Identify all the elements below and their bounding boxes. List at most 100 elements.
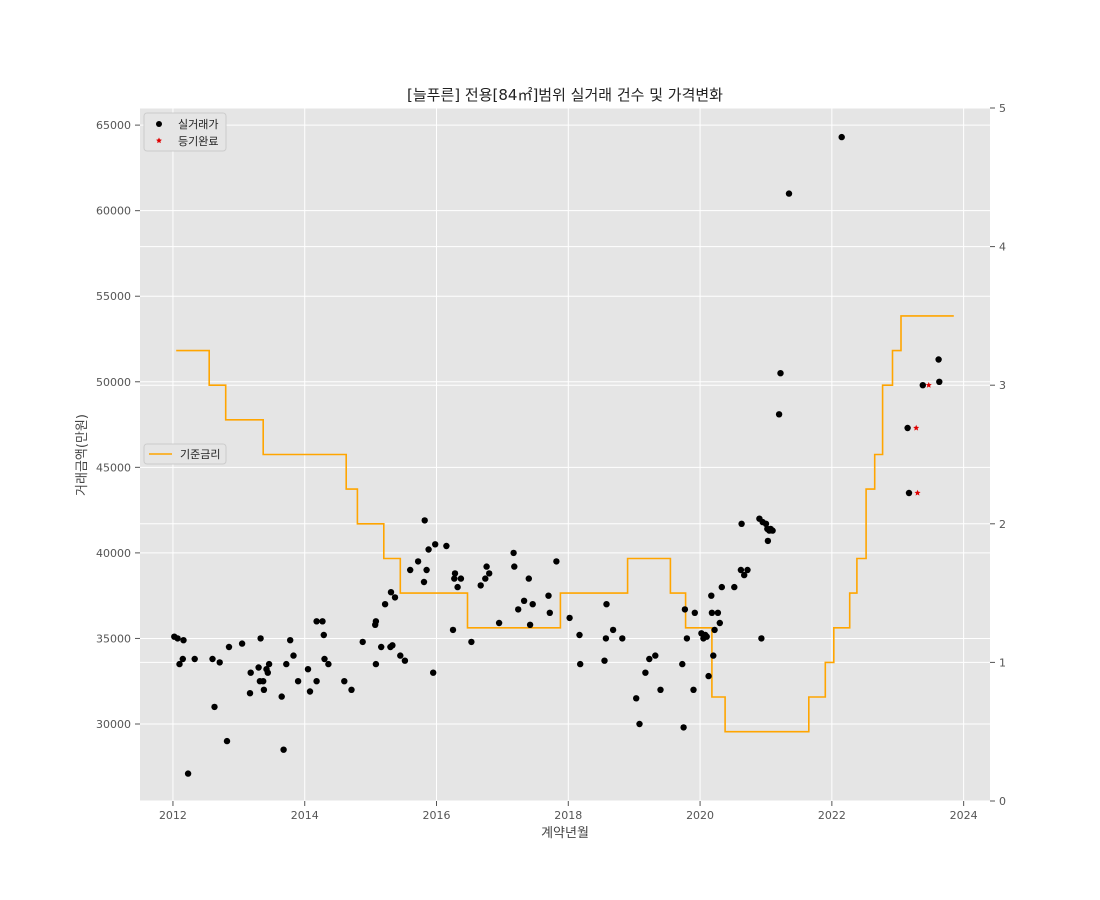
transaction-point — [290, 652, 297, 659]
transaction-point — [238, 640, 246, 647]
legend-top-box — [143, 112, 227, 152]
transaction-point — [708, 592, 715, 599]
transaction-point — [777, 370, 784, 377]
transaction-point — [681, 606, 689, 613]
transaction-point — [255, 664, 262, 671]
transaction-point — [703, 633, 710, 640]
transaction-point — [775, 411, 783, 418]
transaction-point — [636, 720, 643, 728]
chart-title: [늘푸른] 전용[84㎡]범위 실거래 건수 및 가격변화 — [407, 86, 723, 104]
transaction-point — [423, 566, 430, 574]
transaction-point — [372, 618, 380, 625]
transaction-point — [683, 635, 691, 642]
transaction-point — [515, 606, 522, 613]
transaction-point — [785, 190, 793, 197]
transaction-point — [758, 635, 765, 642]
transaction-point — [179, 655, 186, 663]
transaction-point — [325, 660, 332, 668]
y-tick-label: 55000 — [96, 290, 131, 303]
transaction-point — [708, 609, 716, 616]
transaction-point — [387, 589, 395, 596]
transaction-point — [341, 678, 348, 685]
transaction-point — [321, 655, 328, 663]
transaction-point — [510, 549, 517, 557]
transaction-point — [526, 621, 534, 628]
transaction-point — [381, 601, 389, 608]
transaction-point — [609, 626, 617, 634]
y2-tick-label: 5 — [999, 102, 1006, 115]
x-axis-label: 계약년월 — [541, 826, 589, 841]
transaction-point — [180, 637, 187, 644]
y2-tick-label: 4 — [999, 241, 1006, 254]
transaction-point — [486, 570, 493, 577]
grid-lines — [140, 107, 990, 802]
transaction-point — [468, 638, 475, 646]
transaction-point — [432, 541, 439, 548]
y2-tick-label: 3 — [999, 379, 1006, 392]
base-rate-line — [176, 315, 954, 733]
transaction-point — [762, 520, 770, 527]
y-axis-label: 거래금액(만원) — [75, 414, 90, 496]
transaction-point — [246, 690, 254, 697]
transaction-point — [407, 566, 414, 574]
legend-item-transactions: 실거래가 — [178, 118, 218, 131]
transaction-point — [838, 133, 845, 141]
transaction-point — [389, 642, 396, 649]
transaction-point — [710, 652, 717, 659]
transaction-point — [545, 592, 552, 599]
transaction-point — [265, 660, 273, 668]
y-tick-label: 30000 — [96, 718, 131, 731]
transaction-point — [769, 527, 776, 534]
transaction-point — [257, 635, 264, 642]
transaction-point — [483, 563, 490, 570]
transaction-point — [520, 597, 528, 604]
y-tick-label: 45000 — [96, 461, 131, 474]
transaction-point — [566, 614, 573, 622]
transaction-point — [642, 669, 649, 676]
transaction-point — [652, 652, 659, 659]
registered-point — [914, 489, 921, 496]
transaction-point — [209, 655, 216, 663]
transaction-point — [690, 686, 697, 693]
transaction-point — [601, 657, 608, 664]
y2-tick-label: 0 — [999, 795, 1006, 808]
transaction-point — [718, 583, 725, 591]
y-tick-label: 60000 — [96, 205, 131, 218]
y-tick-label: 40000 — [96, 547, 131, 560]
transaction-point — [546, 609, 553, 616]
transaction-point — [348, 686, 355, 693]
transaction-point — [619, 635, 626, 642]
y-tick-label: 35000 — [96, 632, 131, 645]
transaction-point — [294, 678, 302, 685]
transaction-point — [529, 601, 536, 608]
x-tick-label: 2012 — [159, 809, 187, 822]
transaction-point — [511, 563, 518, 570]
transaction-point — [764, 537, 772, 545]
transaction-point — [420, 578, 428, 586]
transaction-point — [176, 660, 183, 668]
y2-tick-label: 1 — [999, 656, 1006, 669]
transaction-point — [454, 583, 461, 591]
transaction-point — [414, 558, 422, 565]
transaction-point — [260, 686, 268, 693]
legend-star-marker — [156, 137, 162, 144]
transaction-point — [313, 678, 320, 685]
transaction-point — [184, 770, 192, 777]
registered-point — [925, 382, 932, 388]
transaction-point — [425, 546, 432, 553]
y2-tick-label: 2 — [999, 518, 1006, 531]
legend-item-registered: 등기완료 — [178, 135, 218, 148]
transaction-point — [280, 746, 287, 753]
transaction-point — [304, 666, 312, 673]
transaction-point — [741, 571, 748, 579]
transaction-point — [372, 660, 380, 668]
transaction-point — [576, 631, 583, 639]
transaction-point — [359, 638, 366, 646]
transaction-point — [313, 618, 320, 625]
transaction-point — [919, 382, 926, 389]
transaction-point — [603, 601, 610, 608]
transaction-point — [633, 695, 640, 702]
transaction-point — [646, 655, 653, 663]
transaction-point — [737, 566, 745, 574]
